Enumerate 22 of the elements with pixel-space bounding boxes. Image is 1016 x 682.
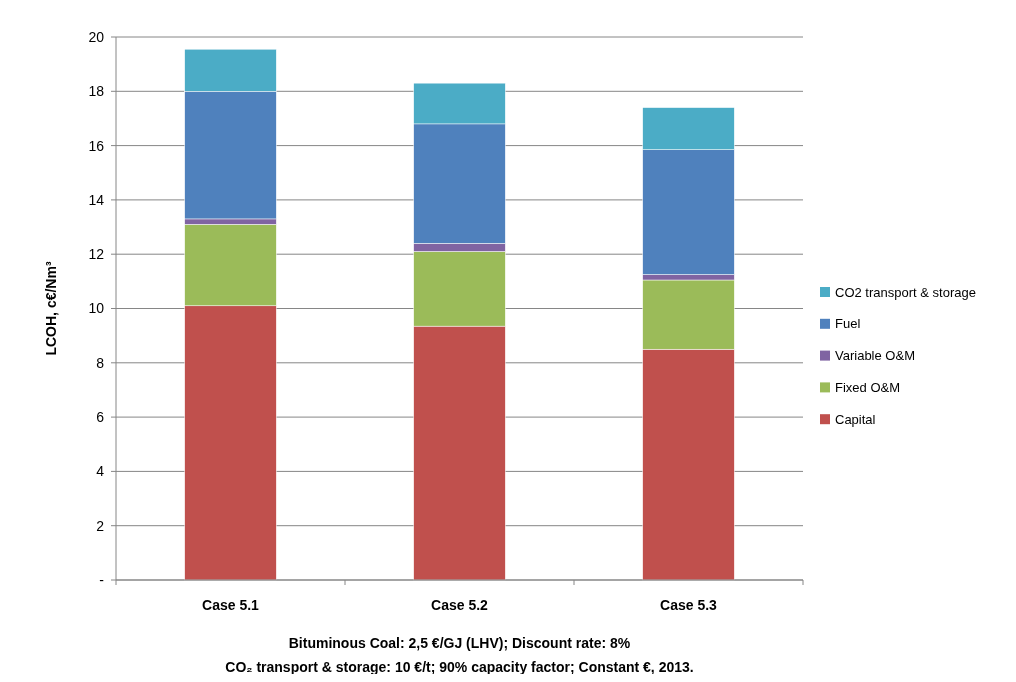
y-tick-label: 12 (88, 246, 105, 263)
x-tick-label: Case 5.2 (431, 597, 489, 613)
legend-label: Fixed O&M (835, 379, 901, 395)
legend-label: Capital (835, 411, 876, 427)
x-tick-label: Case 5.3 (660, 597, 718, 613)
legend-label: Fuel (835, 316, 861, 332)
y-tick-label: 8 (96, 354, 105, 371)
y-tick-label: 4 (96, 463, 105, 480)
text: CO₂ transport & storage: 10 €/t; 90% capacity factor; Constant €, 2013. (225, 659, 694, 675)
y-tick-label: 14 (88, 191, 105, 208)
y-tick-label: 10 (88, 300, 105, 317)
legend-label: CO2 transport & storage (835, 284, 976, 300)
y-tick-label: - (99, 571, 105, 588)
text: Bituminous Coal: 2,5 €/GJ (LHV); Discount rate: 8% (288, 635, 631, 651)
y-tick-label: 20 (88, 28, 105, 45)
y-tick-label: 6 (96, 409, 105, 425)
x-tick-label: Case 5.1 (202, 597, 260, 613)
legend-label: Variable O&M (835, 348, 915, 364)
y-tick-label: 16 (88, 137, 105, 154)
y-tick-label: 18 (88, 83, 105, 100)
y-tick-label: 2 (96, 517, 105, 534)
y-axis-title: LCOH, c€/Nm³ (43, 261, 59, 356)
